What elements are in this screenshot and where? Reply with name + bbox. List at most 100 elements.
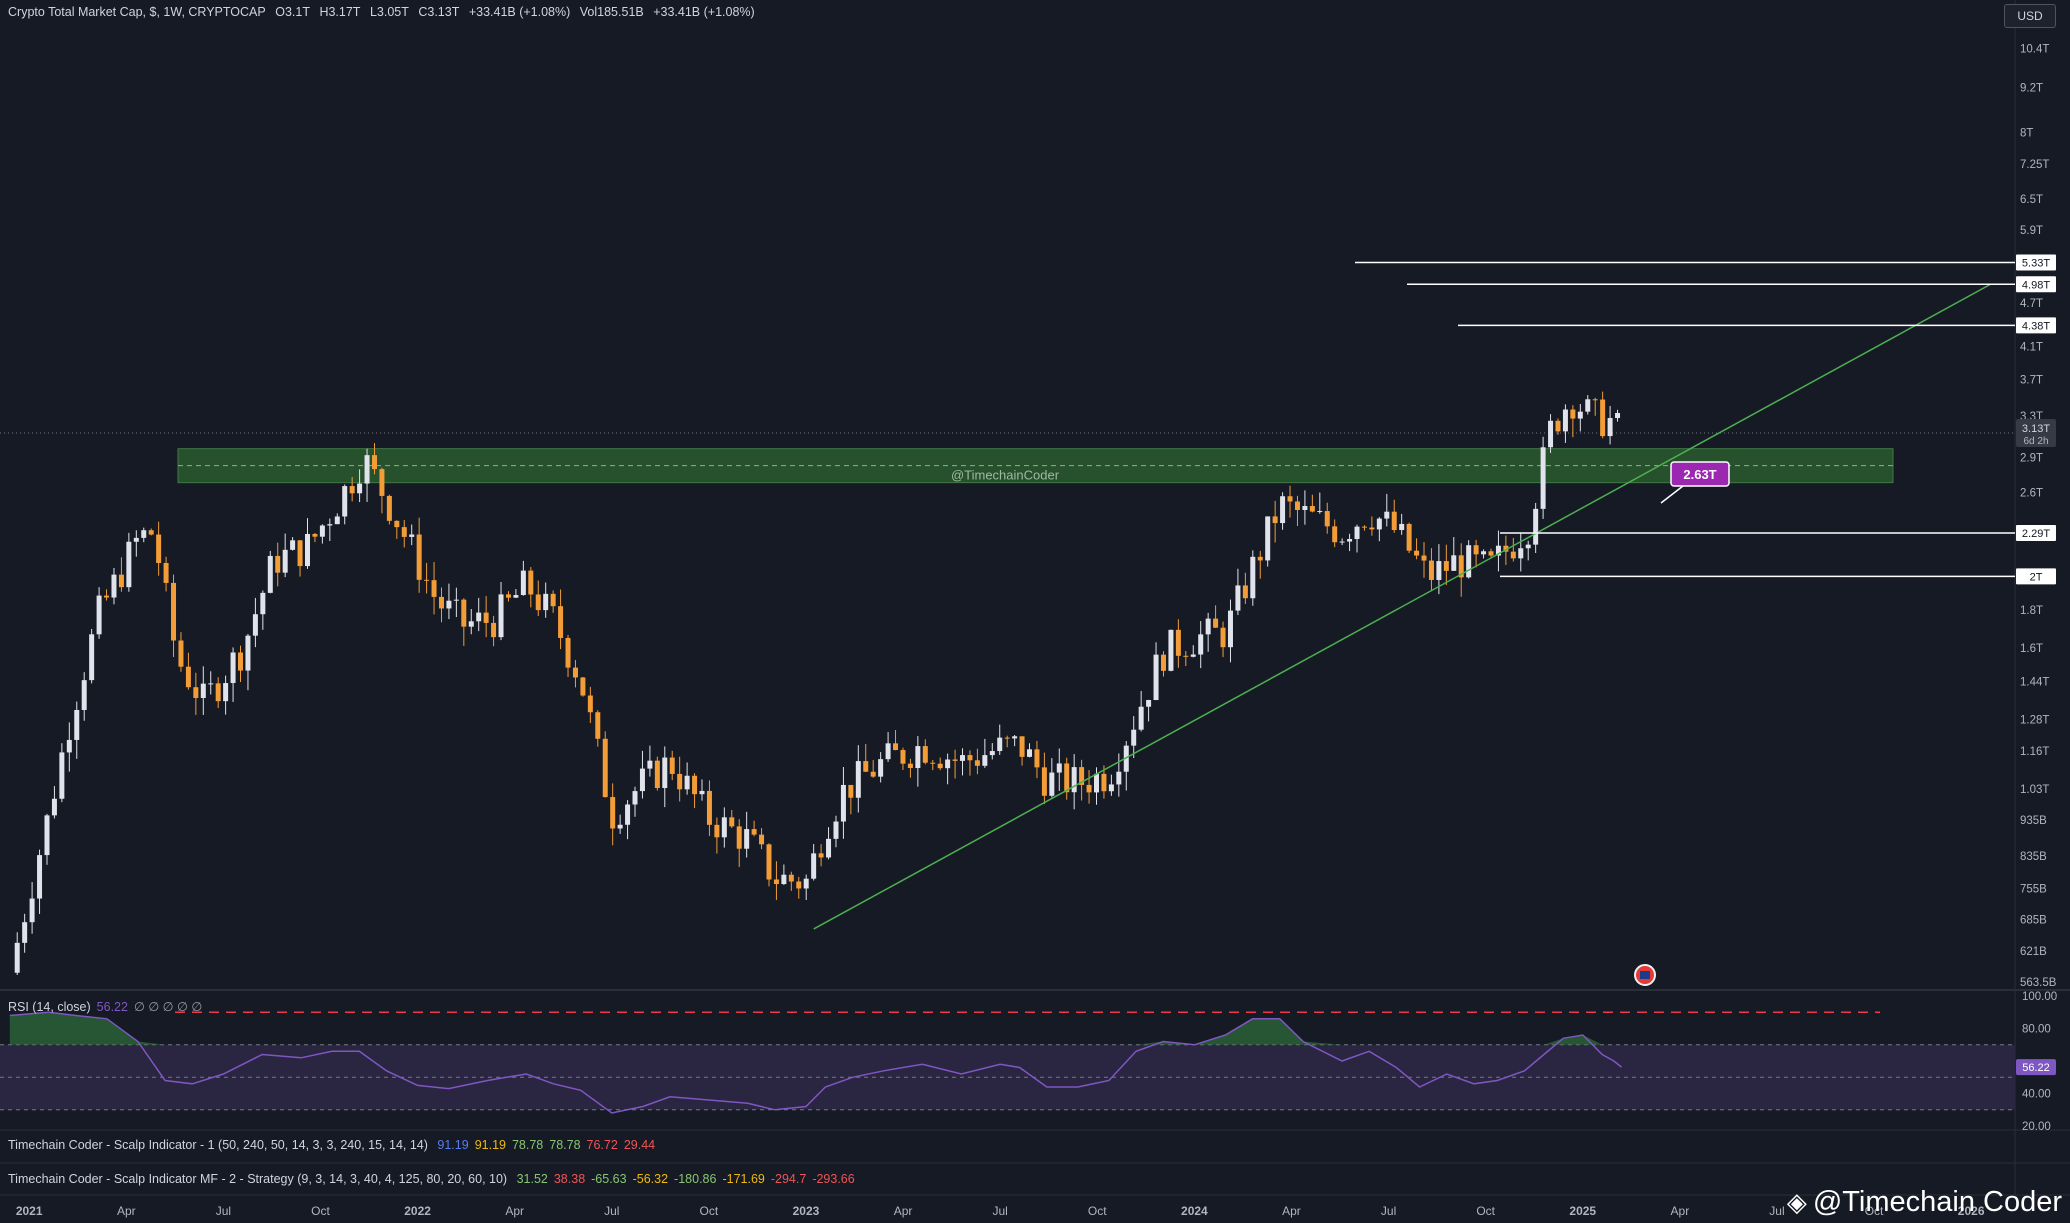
time-tick-label: Oct — [311, 1204, 330, 1218]
candle-body — [89, 634, 95, 681]
price-tick-label: 9.2T — [2020, 83, 2043, 95]
indicator-legend-2[interactable]: Timechain Coder - Scalp Indicator MF - 2… — [8, 1172, 861, 1186]
candle-body — [684, 775, 690, 790]
candle-body — [349, 486, 355, 494]
candle-body — [424, 579, 430, 581]
candle-body — [252, 614, 258, 636]
candle-body — [1600, 399, 1606, 437]
candle-body — [1555, 420, 1561, 432]
ohlc-open: O3.1T — [275, 5, 310, 19]
candle-body — [156, 534, 162, 563]
candle-body — [699, 790, 705, 795]
candle-body — [706, 790, 712, 825]
candle-body — [1451, 555, 1457, 571]
level-label: 4.38T — [2022, 320, 2050, 332]
candle-body — [342, 486, 348, 517]
candle-body — [1294, 501, 1300, 510]
candle-body — [476, 612, 482, 622]
price-tick-label: 755B — [2020, 883, 2047, 895]
candle-body — [1391, 511, 1397, 531]
level-badge — [2016, 317, 2056, 334]
candle-body — [893, 743, 899, 751]
candle-body — [1019, 736, 1025, 757]
candle-body — [1146, 700, 1152, 707]
candle-body — [1525, 544, 1531, 549]
candle-body — [394, 520, 400, 528]
rsi-tick-label: 100.00 — [2022, 991, 2057, 1003]
us-flag-icon[interactable] — [1634, 964, 1656, 986]
candle-body — [1131, 729, 1137, 746]
symbol-name[interactable]: Crypto Total Market Cap, $, 1W, CRYPTOCA… — [8, 5, 266, 19]
candle-body — [610, 797, 616, 829]
candle-body — [96, 595, 102, 635]
candle-body — [1503, 545, 1509, 552]
currency-button[interactable]: USD — [2004, 4, 2056, 28]
candle-body — [431, 580, 437, 597]
candle-body — [66, 739, 72, 753]
price-tick-label: 4.1T — [2020, 342, 2043, 354]
candle-body — [997, 737, 1003, 752]
indicator-legend-1[interactable]: Timechain Coder - Scalp Indicator - 1 (5… — [8, 1138, 661, 1152]
candle-body — [1302, 506, 1308, 510]
candle-body — [602, 738, 608, 798]
time-tick-label: 2023 — [793, 1204, 820, 1218]
candle-body — [721, 817, 727, 838]
candle-body — [111, 574, 117, 598]
candle-body — [692, 775, 698, 795]
ohlc-change: +33.41B (+1.08%) — [468, 5, 571, 19]
level-badge — [2016, 254, 2056, 271]
candle-body — [371, 455, 377, 470]
candle-body — [595, 712, 601, 739]
candle-body — [930, 762, 936, 764]
price-tick-label: 621B — [2020, 946, 2047, 958]
price-tick-label: 685B — [2020, 914, 2047, 926]
candle-body — [1250, 556, 1256, 599]
candle-body — [1466, 545, 1472, 578]
rsi-overbought-fill — [9, 1012, 1622, 1045]
rsi-legend[interactable]: RSI (14, close) 56.22 ∅ ∅ ∅ ∅ ∅ — [8, 999, 208, 1014]
candle-body — [788, 874, 794, 882]
candle-body — [632, 791, 638, 805]
price-tick-label: 1.8T — [2020, 605, 2043, 617]
level-label: 2T — [2030, 571, 2043, 583]
candle-body — [982, 755, 988, 766]
candle-body — [416, 534, 422, 580]
candle-body — [1123, 745, 1129, 772]
candle-body — [1473, 545, 1479, 555]
candle-body — [535, 594, 541, 611]
time-tick-label: Apr — [894, 1204, 913, 1218]
price-tick-label: 3.7T — [2020, 374, 2043, 386]
price-tick-label: 1.6T — [2020, 643, 2043, 655]
candle-body — [386, 495, 392, 521]
candle-body — [1213, 618, 1219, 628]
candle-body — [468, 621, 474, 627]
candle-body — [163, 562, 169, 583]
ohlc-close: C3.13T — [418, 5, 460, 19]
time-tick-label: Jul — [604, 1204, 619, 1218]
rsi-band — [0, 1044, 2015, 1110]
indicator-value: -171.69 — [722, 1172, 765, 1186]
candle-body — [1495, 545, 1501, 556]
candle-body — [29, 898, 35, 923]
candle-body — [840, 784, 846, 822]
candle-body — [1049, 772, 1055, 796]
candle-body — [22, 922, 28, 943]
candle-body — [1324, 511, 1330, 527]
candle-body — [1533, 508, 1539, 545]
candle-body — [104, 595, 110, 598]
candle-body — [1012, 736, 1018, 739]
price-tick-label: 10.4T — [2020, 43, 2049, 55]
candle-body — [989, 751, 995, 756]
candle-body — [885, 743, 891, 760]
candle-body — [1585, 399, 1591, 412]
candle-body — [1339, 541, 1345, 543]
indicator-value: 76.72 — [586, 1138, 618, 1152]
candle-body — [922, 746, 928, 763]
candle-body — [1168, 629, 1174, 671]
time-tick-label: 2026 — [1958, 1204, 1985, 1218]
indicator-value: -294.7 — [770, 1172, 807, 1186]
candle-body — [937, 763, 943, 769]
candle-body — [513, 595, 519, 598]
candle-body — [729, 817, 735, 827]
